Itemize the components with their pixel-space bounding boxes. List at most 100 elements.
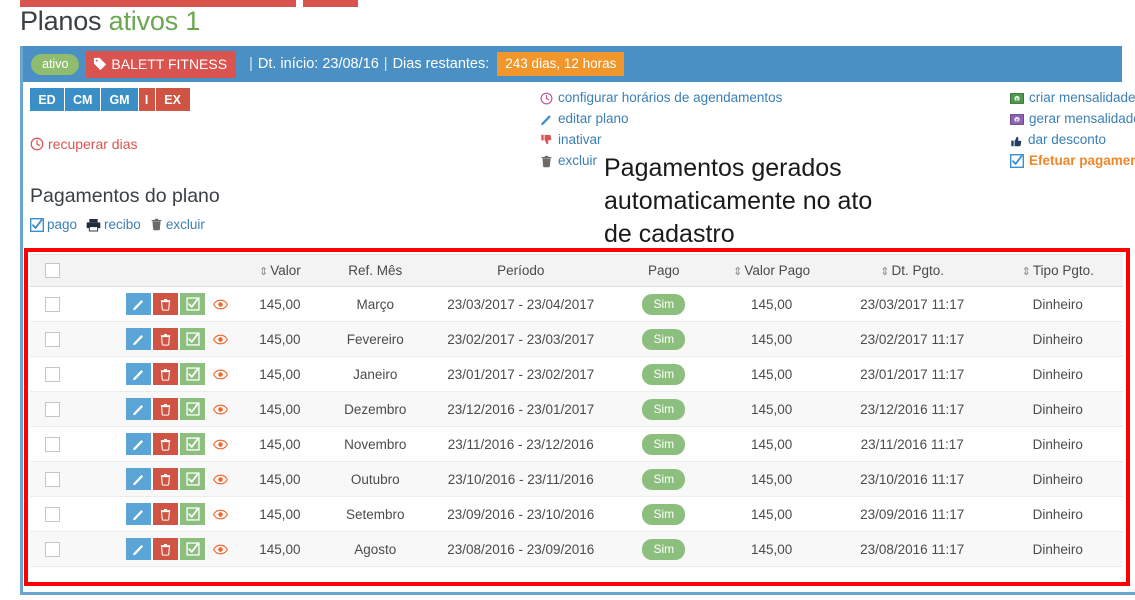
cell-valor-pago: 145,00 xyxy=(711,461,832,497)
row-checkbox[interactable] xyxy=(44,506,60,522)
page-title-count: 1 xyxy=(185,6,201,36)
row-select-cell xyxy=(30,391,75,427)
svg-text:0: 0 xyxy=(1016,117,1019,122)
delete-row-button[interactable] xyxy=(153,503,179,525)
pay-row-button[interactable] xyxy=(180,328,206,350)
row-actions-cell xyxy=(74,321,235,357)
delete-row-button[interactable] xyxy=(153,363,179,385)
printer-icon xyxy=(86,218,101,232)
row-checkbox[interactable] xyxy=(44,366,60,382)
view-row-button[interactable] xyxy=(213,299,229,310)
edit-row-button[interactable] xyxy=(126,328,152,350)
cell-periodo: 23/03/2017 - 23/04/2017 xyxy=(425,286,617,322)
edit-row-button[interactable] xyxy=(126,538,152,560)
delete-row-button[interactable] xyxy=(153,538,179,560)
view-row-button[interactable] xyxy=(213,509,229,520)
cutoff-button-strip-1[interactable] xyxy=(20,0,296,7)
header-valor[interactable]: ⇕ Valor xyxy=(234,254,326,287)
tool-excluir[interactable]: excluir xyxy=(150,217,205,232)
cell-tipo-pgto: Dinheiro xyxy=(992,426,1123,462)
cell-periodo: 23/02/2017 - 23/03/2017 xyxy=(425,321,617,357)
cell-dt-pgto: 23/03/2017 11:17 xyxy=(831,286,993,322)
paid-badge: Sim xyxy=(642,433,686,455)
header-tipo-pgto[interactable]: ⇕ Tipo Pgto. xyxy=(992,254,1123,287)
button-cm[interactable]: CM xyxy=(65,88,101,111)
tool-pago[interactable]: pago xyxy=(30,217,77,232)
edit-row-button[interactable] xyxy=(126,293,152,315)
cell-periodo: 23/08/2016 - 23/09/2016 xyxy=(425,531,617,567)
select-all-checkbox[interactable] xyxy=(44,263,60,279)
button-ed[interactable]: ED xyxy=(30,88,64,111)
link-inativar[interactable]: inativar xyxy=(540,130,782,150)
payments-section-heading: Pagamentos do plano xyxy=(30,185,220,207)
page-title-status: ativos xyxy=(108,6,179,36)
cell-valor-pago: 145,00 xyxy=(711,321,832,357)
edit-row-button[interactable] xyxy=(126,433,152,455)
link-gerar-mensalidade[interactable]: 0 gerar mensalidade xyxy=(1010,109,1135,129)
recover-days-link[interactable]: recuperar dias xyxy=(30,136,138,152)
view-row-button[interactable] xyxy=(213,439,229,450)
link-criar-mensalidade[interactable]: 0 criar mensalidade xyxy=(1010,88,1135,108)
cell-valor-pago: 145,00 xyxy=(711,391,832,427)
table-row: 145,00 Dezembro 23/12/2016 - 23/01/2017 Sim… xyxy=(30,391,1123,427)
cell-dt-pgto: 23/09/2016 11:17 xyxy=(831,496,993,532)
view-row-button[interactable] xyxy=(213,404,229,415)
plan-header-bar: ativo BALETT FITNESS | Dt. início: 23/08… xyxy=(23,46,1122,82)
pay-row-button[interactable] xyxy=(180,468,206,490)
link-label: excluir xyxy=(558,153,598,168)
header-label: Pago xyxy=(648,263,680,278)
header-actions xyxy=(74,254,235,287)
cell-periodo: 23/10/2016 - 23/11/2016 xyxy=(425,461,617,497)
delete-row-button[interactable] xyxy=(153,328,179,350)
view-row-button[interactable] xyxy=(213,334,229,345)
row-checkbox[interactable] xyxy=(44,541,60,557)
button-gm[interactable]: GM xyxy=(101,88,138,111)
header-select-all xyxy=(30,254,75,287)
link-excluir-plano[interactable]: excluir xyxy=(540,151,782,171)
tool-recibo[interactable]: recibo xyxy=(86,217,141,232)
plan-links-middle: configurar horários de agendamentos edit… xyxy=(540,88,782,172)
row-checkbox[interactable] xyxy=(44,296,60,312)
pay-row-button[interactable] xyxy=(180,398,206,420)
edit-row-button[interactable] xyxy=(126,398,152,420)
view-row-button[interactable] xyxy=(213,474,229,485)
view-row-button[interactable] xyxy=(213,544,229,555)
header-dt-pgto[interactable]: ⇕ Dt. Pgto. xyxy=(831,254,993,287)
paid-badge: Sim xyxy=(642,503,686,525)
pay-row-button[interactable] xyxy=(180,433,206,455)
pay-row-button[interactable] xyxy=(180,503,206,525)
view-row-button[interactable] xyxy=(213,369,229,380)
brand-badge[interactable]: BALETT FITNESS xyxy=(86,50,237,78)
pay-row-button[interactable] xyxy=(180,363,206,385)
cell-pago: Sim xyxy=(616,356,712,392)
button-i[interactable]: I xyxy=(138,88,155,111)
status-badge: ativo xyxy=(31,53,80,75)
cell-periodo: 23/12/2016 - 23/01/2017 xyxy=(425,391,617,427)
edit-row-button[interactable] xyxy=(126,363,152,385)
header-valor-pago[interactable]: ⇕ Valor Pago xyxy=(711,254,832,287)
page-title-main: Planos xyxy=(20,6,102,36)
pay-row-button[interactable] xyxy=(180,293,206,315)
row-checkbox[interactable] xyxy=(44,436,60,452)
cell-dt-pgto: 23/02/2017 11:17 xyxy=(831,321,993,357)
delete-row-button[interactable] xyxy=(153,433,179,455)
delete-row-button[interactable] xyxy=(153,398,179,420)
link-efetuar-pagamento[interactable]: Efetuar pagamento xyxy=(1010,151,1135,171)
payments-table: ⇕ Valor Ref. Mês Período Pago ⇕ Valor Pago xyxy=(30,254,1123,567)
delete-row-button[interactable] xyxy=(153,468,179,490)
link-configurar-horarios[interactable]: configurar horários de agendamentos xyxy=(540,88,782,108)
row-checkbox[interactable] xyxy=(44,401,60,417)
link-editar-plano[interactable]: editar plano xyxy=(540,109,782,129)
cell-dt-pgto: 23/10/2016 11:17 xyxy=(831,461,993,497)
header-label: Valor Pago xyxy=(744,263,811,278)
row-checkbox[interactable] xyxy=(44,331,60,347)
header-label: Período xyxy=(497,263,545,278)
button-ex[interactable]: EX xyxy=(155,88,190,111)
edit-row-button[interactable] xyxy=(126,503,152,525)
edit-row-button[interactable] xyxy=(126,468,152,490)
pay-row-button[interactable] xyxy=(180,538,206,560)
cutoff-button-strip-2[interactable] xyxy=(303,0,358,7)
row-checkbox[interactable] xyxy=(44,471,60,487)
delete-row-button[interactable] xyxy=(153,293,179,315)
link-dar-desconto[interactable]: dar desconto xyxy=(1010,130,1135,150)
